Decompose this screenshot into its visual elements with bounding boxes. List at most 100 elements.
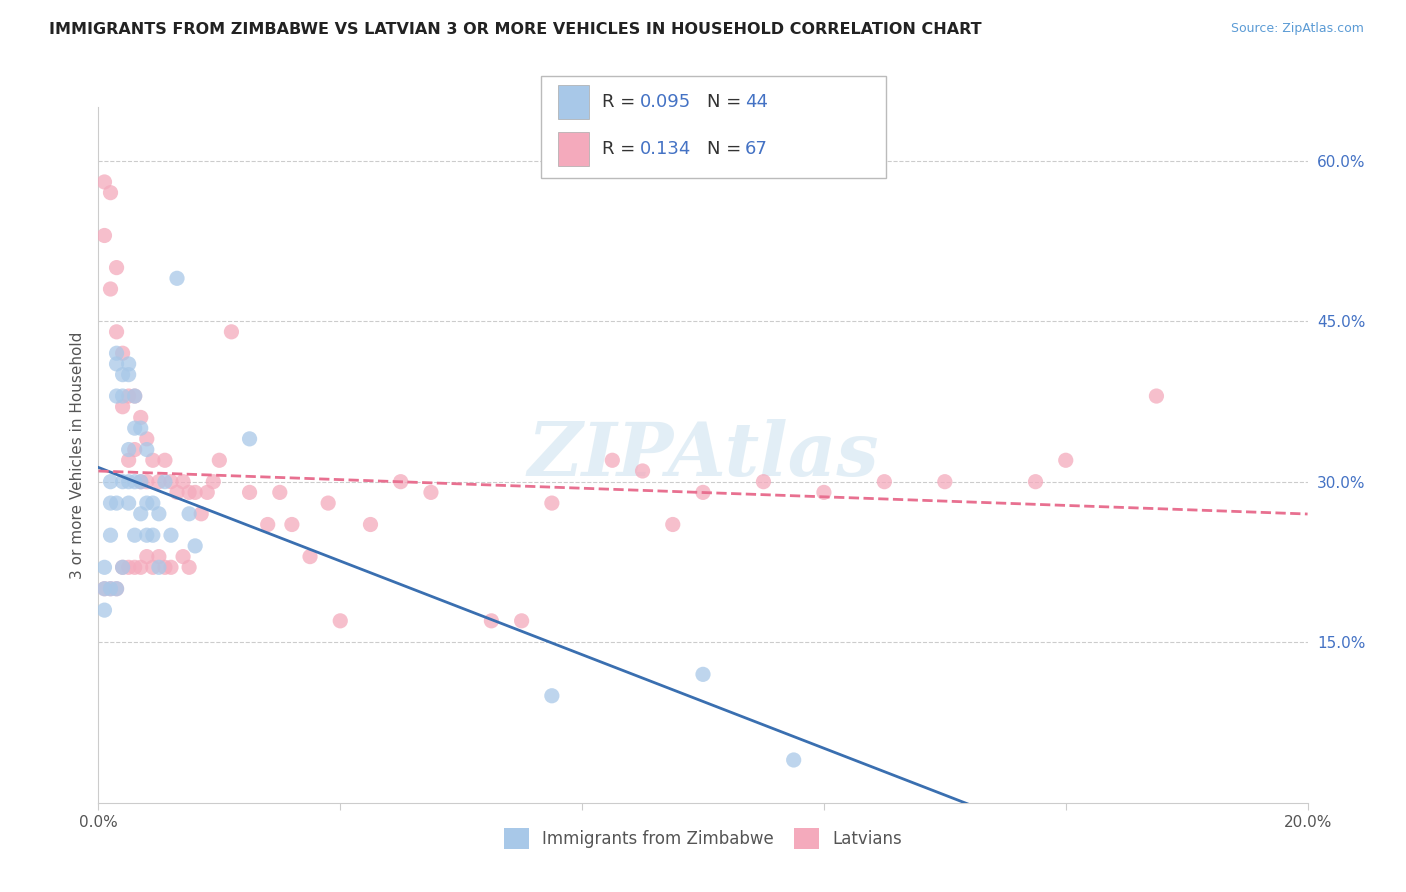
Point [118,475,141,489]
Point [631,464,654,478]
Point [105,346,128,360]
Point [111,389,134,403]
Point [111,346,134,360]
Point [135,432,157,446]
Point [105,325,128,339]
Point [118,442,141,457]
Point [142,453,165,467]
Point [129,475,152,489]
Point [208,453,231,467]
Point [602,453,624,467]
Text: 0.134: 0.134 [640,140,692,158]
Point [124,528,146,542]
Point [93,175,115,189]
Point [118,357,141,371]
Point [692,485,714,500]
Point [135,496,157,510]
Text: 44: 44 [745,93,768,111]
Point [179,485,201,500]
Point [1144,389,1167,403]
Point [105,582,128,596]
Text: R =: R = [602,140,641,158]
Point [100,582,122,596]
Point [153,560,176,574]
Text: N =: N = [707,140,747,158]
Point [93,582,115,596]
Point [184,485,207,500]
Point [105,496,128,510]
Text: Source: ZipAtlas.com: Source: ZipAtlas.com [1230,22,1364,36]
Point [184,539,207,553]
Point [813,485,835,500]
Point [111,560,134,574]
Point [129,475,152,489]
Point [100,475,122,489]
Point [135,442,157,457]
Point [166,485,188,500]
Point [105,389,128,403]
Point [100,282,122,296]
Point [142,496,165,510]
Point [129,410,152,425]
Point [389,475,412,489]
Point [118,368,141,382]
Point [129,560,152,574]
Point [100,496,122,510]
Y-axis label: 3 or more Vehicles in Household: 3 or more Vehicles in Household [69,331,84,579]
Point [360,517,382,532]
Legend: Immigrants from Zimbabwe, Latvians: Immigrants from Zimbabwe, Latvians [495,820,911,857]
Point [299,549,322,564]
Point [221,325,243,339]
Point [124,389,146,403]
Point [124,442,146,457]
Point [111,368,134,382]
Point [783,753,806,767]
Point [239,432,262,446]
Point [105,260,128,275]
Point [148,560,170,574]
Point [160,475,183,489]
Point [172,475,194,489]
Point [179,507,201,521]
Point [93,228,115,243]
Point [135,475,157,489]
Point [873,475,896,489]
Point [100,528,122,542]
Point [153,453,176,467]
Text: R =: R = [602,93,641,111]
Point [105,357,128,371]
Point [269,485,291,500]
Point [1024,475,1046,489]
Point [934,475,956,489]
Point [129,507,152,521]
Point [129,421,152,435]
Point [148,507,170,521]
Text: ZIPAtlas: ZIPAtlas [527,418,879,491]
Point [1054,453,1077,467]
Point [100,582,122,596]
Point [142,560,165,574]
Point [420,485,443,500]
Point [316,496,339,510]
Point [93,560,115,574]
Point [124,421,146,435]
Point [752,475,775,489]
Point [166,271,188,285]
Text: 0.095: 0.095 [640,93,690,111]
Point [692,667,714,681]
Point [239,485,262,500]
Point [153,475,176,489]
Text: N =: N = [707,93,747,111]
Point [195,485,218,500]
Point [142,528,165,542]
Point [148,475,170,489]
Text: IMMIGRANTS FROM ZIMBABWE VS LATVIAN 3 OR MORE VEHICLES IN HOUSEHOLD CORRELATION : IMMIGRANTS FROM ZIMBABWE VS LATVIAN 3 OR… [49,22,981,37]
Point [118,560,141,574]
Point [111,475,134,489]
Point [172,549,194,564]
Point [100,186,122,200]
Point [160,560,183,574]
Point [118,389,141,403]
Point [160,528,183,542]
Point [481,614,503,628]
